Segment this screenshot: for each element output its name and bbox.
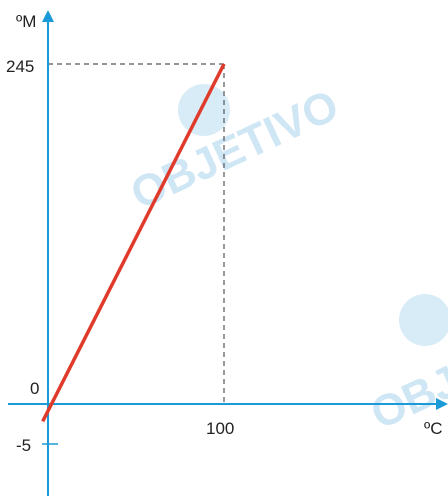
y-tick-label-neg5: -5 bbox=[16, 436, 31, 455]
x-axis-arrow-icon bbox=[436, 398, 448, 410]
y-tick-label-245: 245 bbox=[6, 57, 34, 76]
watermark-logo-icon bbox=[178, 84, 230, 136]
series-line bbox=[41, 63, 226, 423]
y-axis-label: ºM bbox=[16, 12, 36, 31]
x-axis-label: ºC bbox=[424, 419, 443, 438]
y-axis-arrow-icon bbox=[42, 10, 54, 22]
watermark: OBJETIVO OBJETIVO bbox=[124, 81, 448, 439]
watermark-logo-icon-2 bbox=[399, 294, 448, 346]
y-tick-label-0: 0 bbox=[30, 379, 39, 398]
x-tick-label-100: 100 bbox=[206, 419, 234, 438]
